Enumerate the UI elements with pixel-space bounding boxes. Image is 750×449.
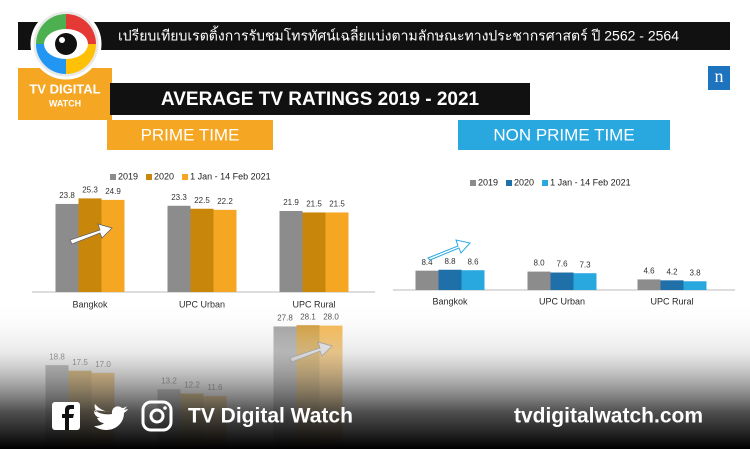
bar <box>550 272 574 290</box>
social-icons <box>52 400 173 432</box>
legend-label: 2020 <box>514 177 534 187</box>
bar <box>683 281 707 290</box>
bar <box>213 209 237 292</box>
value-label: 24.9 <box>105 187 121 196</box>
bar <box>415 270 439 290</box>
bar <box>190 208 214 292</box>
bar <box>279 210 303 292</box>
value-label: 8.0 <box>533 259 545 268</box>
legend-swatch <box>182 174 189 180</box>
value-label: 4.2 <box>666 267 678 276</box>
value-label: 21.5 <box>306 200 322 209</box>
nielsen-text: n <box>715 66 724 86</box>
title: AVERAGE TV RATINGS 2019 - 2021 <box>161 89 480 110</box>
arrow <box>427 239 471 261</box>
logo-text: TV DIGITAL <box>29 81 100 96</box>
value-label: 23.3 <box>171 193 187 202</box>
section-box <box>458 120 670 150</box>
legend-label: 1 Jan - 14 Feb 2021 <box>190 171 271 181</box>
title-box <box>110 83 530 115</box>
section-title: PRIME TIME <box>141 125 240 144</box>
value-label: 22.2 <box>217 197 233 206</box>
website: tvdigitalwatch.com <box>514 405 703 428</box>
banner-text: เปรียบเทียบเรตติ้งการรับชมโทรทัศน์เฉลี่ย… <box>118 26 679 44</box>
bar <box>527 271 551 290</box>
logo: TV DIGITAL WATCH <box>18 8 112 120</box>
legend-label: 2020 <box>154 171 174 181</box>
value-label: 7.6 <box>556 260 568 269</box>
bar <box>461 270 485 290</box>
legend-label: 1 Jan - 14 Feb 2021 <box>550 177 631 187</box>
value-label: 4.6 <box>643 267 655 276</box>
legend-swatch <box>146 174 153 180</box>
bar <box>302 212 326 292</box>
logo-text: WATCH <box>49 98 81 108</box>
banner <box>18 22 730 50</box>
bar <box>167 205 191 292</box>
value-label: 3.8 <box>689 268 701 277</box>
bar <box>660 280 684 290</box>
bar <box>438 269 462 290</box>
brand: TV Digital Watch <box>188 405 353 428</box>
value-label: 21.5 <box>329 200 345 209</box>
value-label: 8.4 <box>421 258 433 267</box>
section-title: NON PRIME TIME <box>493 125 634 144</box>
bar <box>55 203 79 292</box>
value-label: 23.8 <box>59 191 75 200</box>
arrow <box>69 223 113 245</box>
value-label: 7.3 <box>579 260 591 269</box>
bar <box>325 212 349 292</box>
section-box <box>107 120 273 150</box>
fade-overlay <box>0 300 750 449</box>
legend-label: 2019 <box>478 177 498 187</box>
value-label: 21.9 <box>283 198 299 207</box>
legend-label: 2019 <box>118 171 138 181</box>
value-label: 8.6 <box>467 257 479 266</box>
legend-swatch <box>506 180 513 186</box>
legend-swatch <box>542 180 549 186</box>
value-label: 8.8 <box>444 257 456 266</box>
bar <box>573 273 597 290</box>
value-label: 22.5 <box>194 196 210 205</box>
legend-swatch <box>470 180 476 186</box>
bar <box>101 199 125 292</box>
bar <box>78 198 102 292</box>
legend-swatch <box>110 174 116 180</box>
bar <box>637 279 661 290</box>
value-label: 25.3 <box>82 185 98 194</box>
nielsen-logo <box>708 66 730 90</box>
